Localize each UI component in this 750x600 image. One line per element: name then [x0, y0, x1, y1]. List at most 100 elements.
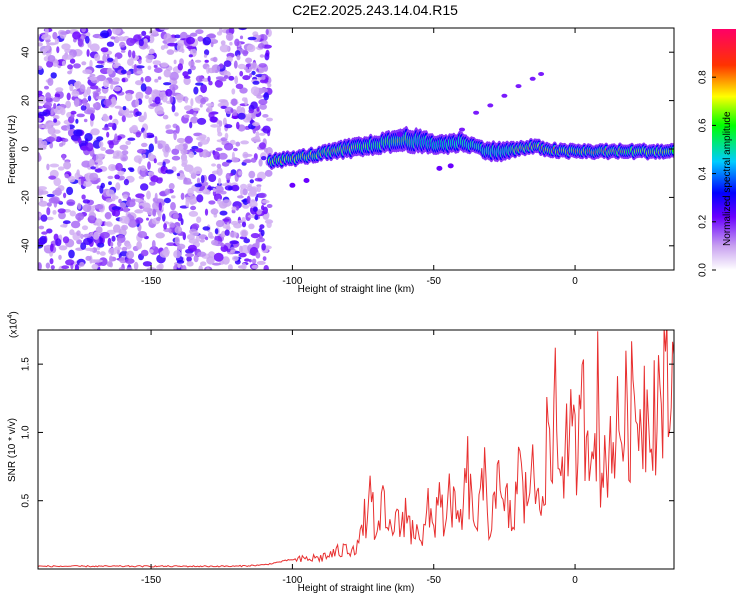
noise-blob	[76, 169, 80, 176]
noise-blob	[112, 63, 119, 69]
noise-blob	[140, 183, 149, 191]
noise-blob	[227, 264, 233, 270]
noise-blob	[82, 204, 92, 213]
noise-blob	[190, 65, 196, 71]
noise-blob	[86, 86, 91, 96]
noise-blob	[120, 69, 127, 74]
noise-blob	[158, 202, 162, 211]
noise-blob	[96, 185, 101, 189]
noise-blob	[266, 221, 272, 229]
noise-blob	[136, 148, 147, 154]
noise-blob	[251, 258, 257, 264]
noise-blob	[133, 155, 143, 163]
noise-blob	[83, 118, 88, 123]
noise-blob	[212, 56, 218, 63]
noise-blob	[149, 249, 154, 254]
noise-blob	[73, 98, 80, 108]
noise-blob	[38, 200, 48, 207]
noise-blob	[152, 60, 161, 66]
noise-blob	[81, 225, 89, 231]
noise-blob	[118, 198, 122, 204]
noise-blob	[50, 265, 55, 270]
noise-blob	[205, 236, 209, 241]
noise-blob	[111, 235, 116, 242]
noise-blob	[67, 70, 72, 75]
noise-blob	[169, 222, 176, 228]
noise-blob	[114, 174, 120, 180]
noise-blob	[114, 56, 118, 65]
noise-blob	[152, 208, 157, 217]
noise-blob	[194, 59, 202, 63]
noise-blob	[50, 243, 54, 252]
y-tick-label: 20	[21, 95, 32, 107]
noise-blob	[222, 256, 230, 265]
x-tick-label: 0	[572, 276, 578, 287]
noise-blob	[38, 117, 42, 122]
noise-blob	[69, 83, 74, 92]
noise-blob	[174, 112, 179, 117]
streak-blob	[473, 110, 480, 115]
noise-blob	[218, 63, 224, 69]
noise-blob	[205, 267, 210, 270]
noise-blob	[233, 60, 238, 69]
noise-blob	[162, 114, 169, 120]
noise-blob	[141, 153, 147, 159]
noise-blob	[121, 150, 129, 156]
colorbar-tick-label: 0.2	[698, 214, 709, 228]
noise-blob	[185, 114, 190, 119]
noise-blob	[123, 206, 129, 213]
noise-blob	[238, 170, 243, 176]
noise-blob	[82, 97, 88, 107]
noise-blob	[72, 31, 81, 40]
noise-blob	[151, 240, 156, 249]
noise-blob	[154, 136, 158, 144]
noise-blob	[63, 161, 72, 170]
noise-blob	[54, 187, 62, 196]
noise-blob	[215, 147, 223, 152]
noise-blob	[109, 255, 113, 263]
noise-blob	[215, 220, 225, 228]
noise-blob	[65, 100, 71, 109]
noise-blob	[155, 232, 165, 239]
noise-blob	[175, 125, 180, 134]
streak-blob	[529, 76, 536, 81]
noise-blob	[126, 70, 132, 76]
noise-blob	[260, 156, 267, 161]
noise-blob	[157, 143, 163, 150]
noise-blob	[171, 195, 176, 199]
noise-blob	[230, 108, 234, 113]
noise-blob	[265, 28, 269, 36]
noise-blob	[188, 151, 195, 158]
noise-blob	[197, 117, 207, 125]
noise-blob	[256, 209, 262, 215]
noise-blob	[159, 28, 170, 31]
noise-blob	[193, 254, 199, 263]
noise-blob	[258, 158, 263, 167]
noise-blob	[156, 208, 161, 215]
noise-blob	[202, 36, 212, 46]
noise-blob	[258, 192, 267, 199]
noise-blob	[186, 110, 194, 115]
noise-blob	[191, 145, 199, 150]
noise-blob	[79, 84, 86, 93]
noise-blob	[125, 140, 132, 145]
noise-blob	[126, 250, 135, 259]
noise-blob	[130, 198, 136, 202]
noise-blob	[114, 105, 122, 109]
noise-blob	[38, 105, 44, 110]
noise-blob	[48, 175, 57, 180]
noise-blob	[218, 177, 222, 185]
noise-blob	[163, 82, 172, 86]
noise-blob	[176, 173, 181, 177]
noise-blob	[211, 65, 215, 74]
x-tick-label: -50	[427, 575, 442, 586]
noise-blob	[262, 125, 271, 134]
noise-blob	[103, 99, 113, 106]
noise-blob	[165, 169, 174, 174]
noise-blob	[214, 185, 224, 193]
noise-blob	[113, 77, 120, 83]
noise-blob	[258, 87, 268, 93]
noise-blob	[237, 112, 246, 120]
noise-blob	[125, 113, 134, 118]
noise-blob	[86, 49, 90, 57]
